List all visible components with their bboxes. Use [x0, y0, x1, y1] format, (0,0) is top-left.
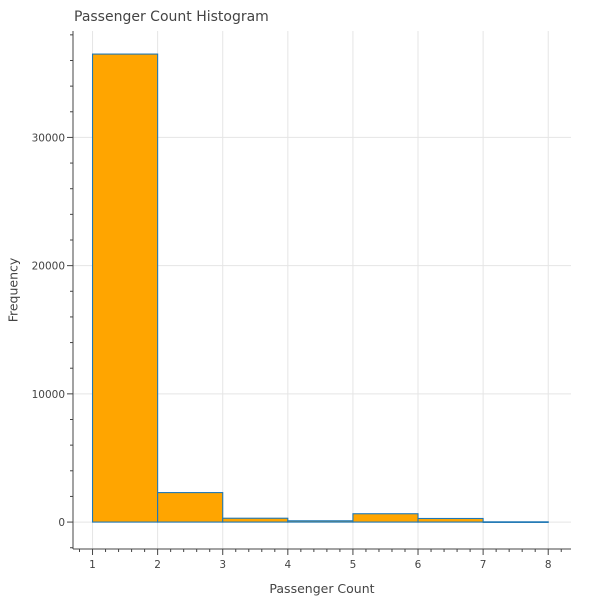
y-tick-label: 10000 — [32, 389, 65, 401]
histogram-bars — [93, 54, 549, 522]
y-tick-label: 20000 — [32, 261, 65, 273]
x-tick-label: 5 — [350, 559, 357, 571]
histogram-bar — [418, 518, 483, 522]
x-tick-label: 6 — [415, 559, 422, 571]
histogram-bar — [158, 493, 223, 522]
histogram-bar — [288, 521, 353, 522]
histogram-bar — [483, 522, 548, 523]
histogram-bar — [93, 54, 158, 522]
x-ticks: 1 2 3 4 5 6 7 8 — [80, 549, 562, 571]
x-tick-label: 1 — [89, 559, 96, 571]
y-tick-label: 0 — [58, 517, 65, 529]
x-tick-label: 8 — [545, 559, 552, 571]
histogram-bar — [223, 518, 288, 522]
y-tick-label: 30000 — [32, 132, 65, 144]
x-tick-label: 3 — [219, 559, 226, 571]
x-tick-label: 7 — [480, 559, 487, 571]
y-ticks: 0 10000 20000 30000 — [32, 35, 73, 548]
x-tick-label: 2 — [154, 559, 161, 571]
histogram-bar — [353, 514, 418, 522]
x-tick-label: 4 — [284, 559, 291, 571]
